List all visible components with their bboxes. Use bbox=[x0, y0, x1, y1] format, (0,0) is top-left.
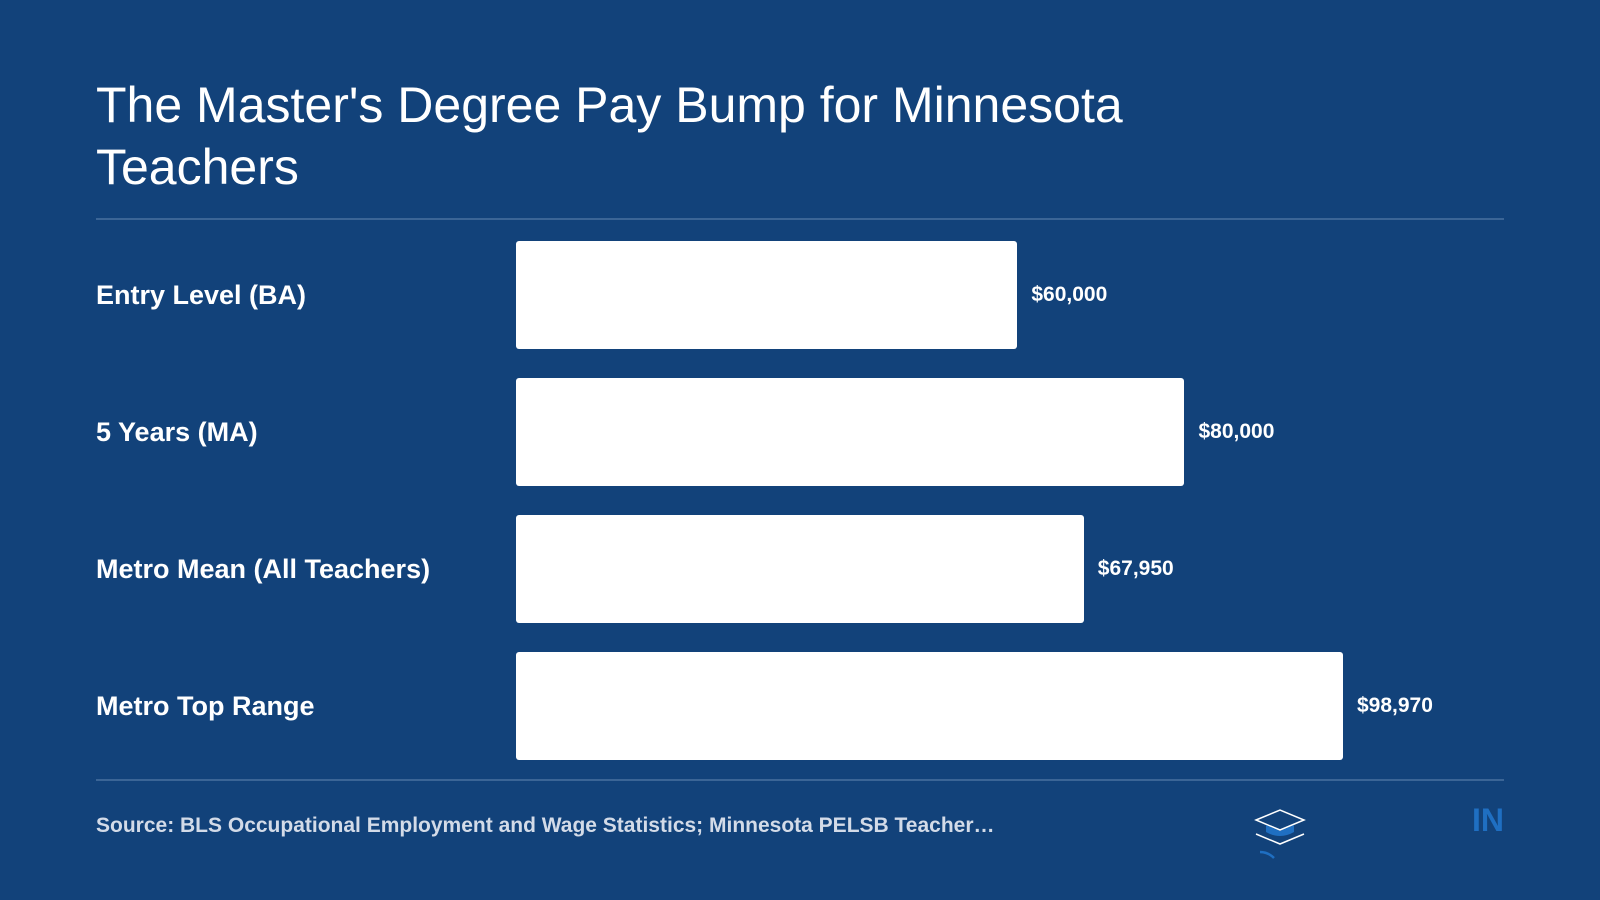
category-label: 5 Years (MA) bbox=[96, 417, 258, 447]
category-label: Entry Level (BA) bbox=[96, 280, 307, 310]
bar bbox=[516, 378, 1185, 486]
source-note: Source: BLS Occupational Employment and … bbox=[96, 814, 995, 837]
brand-mark: IN bbox=[1472, 802, 1504, 838]
bar bbox=[516, 241, 1018, 349]
value-label: $80,000 bbox=[1198, 420, 1275, 443]
category-label: Metro Top Range bbox=[96, 691, 315, 721]
value-label: $67,950 bbox=[1097, 557, 1174, 580]
chart-title: The Master's Degree Pay Bump for Minneso… bbox=[96, 77, 1123, 195]
logo-icon bbox=[1254, 809, 1306, 859]
bar bbox=[516, 652, 1343, 760]
value-label: $60,000 bbox=[1031, 283, 1108, 306]
value-label: $98,970 bbox=[1357, 694, 1433, 717]
bar bbox=[516, 515, 1084, 623]
divider bbox=[96, 218, 1504, 220]
category-label: Metro Mean (All Teachers) bbox=[96, 554, 431, 584]
divider bbox=[96, 779, 1504, 781]
